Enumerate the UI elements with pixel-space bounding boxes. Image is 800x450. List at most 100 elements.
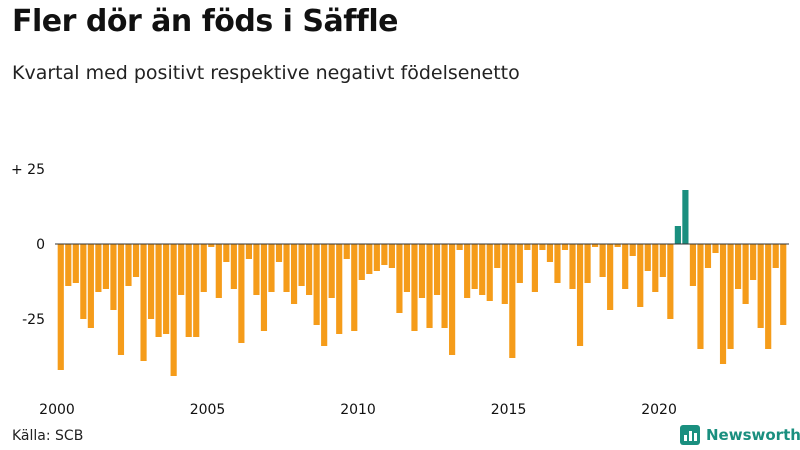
bar: [208, 244, 215, 247]
x-tick-label: 2000: [39, 402, 75, 418]
bar: [223, 244, 230, 262]
bar: [396, 244, 403, 313]
bar: [441, 244, 448, 328]
bar: [667, 244, 674, 319]
bar: [358, 244, 365, 280]
bar: [140, 244, 147, 361]
bar: [178, 244, 185, 295]
bar: [584, 244, 591, 283]
bar: [629, 244, 636, 256]
bar: [742, 244, 749, 304]
bar: [411, 244, 418, 331]
chart-subtitle: Kvartal med positivt respektive negativt…: [12, 62, 520, 84]
bar: [238, 244, 245, 343]
bar: [757, 244, 764, 328]
bar: [170, 244, 177, 376]
bar: [125, 244, 132, 286]
bar: [102, 244, 109, 289]
bar: [268, 244, 275, 292]
bar: [366, 244, 373, 274]
bar: [328, 244, 335, 298]
bar: [704, 244, 712, 268]
bar: [524, 244, 531, 250]
bar: [155, 244, 162, 337]
bar: [674, 226, 681, 244]
bar: [163, 244, 170, 334]
bar: [290, 244, 298, 304]
bar: [712, 244, 719, 253]
bar: [57, 244, 64, 370]
bar: [494, 244, 501, 268]
bar: [433, 244, 441, 295]
bar: [80, 244, 87, 319]
bar: [652, 244, 659, 292]
bar: [554, 244, 561, 283]
bar: [471, 244, 478, 289]
bar: [200, 244, 207, 292]
bar: [719, 244, 727, 364]
bar: [283, 244, 290, 292]
bar: [697, 244, 704, 349]
bar: [147, 244, 155, 319]
bar: [117, 244, 125, 355]
bar: [418, 244, 426, 298]
bar: [65, 244, 72, 286]
bar: [132, 244, 140, 277]
bar: [253, 244, 260, 295]
bar: [772, 244, 779, 268]
bar: [486, 244, 493, 301]
bar: [569, 244, 576, 289]
brand-logo[interactable]: Newsworthy: [680, 425, 800, 445]
bar: [682, 190, 689, 244]
bar: [343, 244, 350, 259]
bar: [456, 244, 463, 250]
bar: [449, 244, 456, 355]
bar: [388, 244, 395, 268]
bar: [110, 244, 117, 310]
bar: [245, 244, 252, 259]
bar: [659, 244, 666, 277]
bar: [614, 244, 621, 247]
chart-title: Fler dör än föds i Säffle: [12, 4, 398, 39]
bar: [689, 244, 697, 286]
bar: [592, 244, 599, 247]
bar: [780, 244, 787, 325]
bar: [637, 244, 644, 307]
bar: [561, 244, 569, 250]
bar: [321, 244, 328, 346]
bar: [607, 244, 614, 310]
bar: [373, 244, 380, 271]
bar: [230, 244, 237, 289]
bar: [275, 244, 283, 262]
x-tick-label: 2020: [641, 402, 677, 418]
bar: [403, 244, 411, 292]
bar: [72, 244, 79, 283]
x-tick-label: 2015: [491, 402, 527, 418]
bar: [501, 244, 508, 304]
bar: [727, 244, 734, 349]
bar: [193, 244, 200, 337]
bar: [546, 244, 554, 262]
bar: [644, 244, 651, 271]
bar: [351, 244, 358, 331]
bar: [479, 244, 486, 295]
bar: [509, 244, 516, 358]
bar: [599, 244, 606, 277]
x-tick-label: 2005: [190, 402, 226, 418]
bar: [95, 244, 102, 292]
bar-chart: + 25 0 -25 2000 2005 2010 2015 2020: [11, 162, 789, 418]
bar: [539, 244, 546, 250]
bar: [260, 244, 268, 331]
y-tick-label: 0: [36, 237, 45, 253]
bar: [735, 244, 742, 289]
y-tick-label: + 25: [11, 162, 45, 178]
bar: [576, 244, 584, 346]
bar-chart-logo-icon: [680, 425, 700, 445]
bar: [215, 244, 222, 298]
x-tick-label: 2010: [340, 402, 376, 418]
bar: [306, 244, 313, 295]
bar: [313, 244, 320, 325]
bar: [750, 244, 757, 280]
bar: [622, 244, 629, 289]
bar: [426, 244, 433, 328]
